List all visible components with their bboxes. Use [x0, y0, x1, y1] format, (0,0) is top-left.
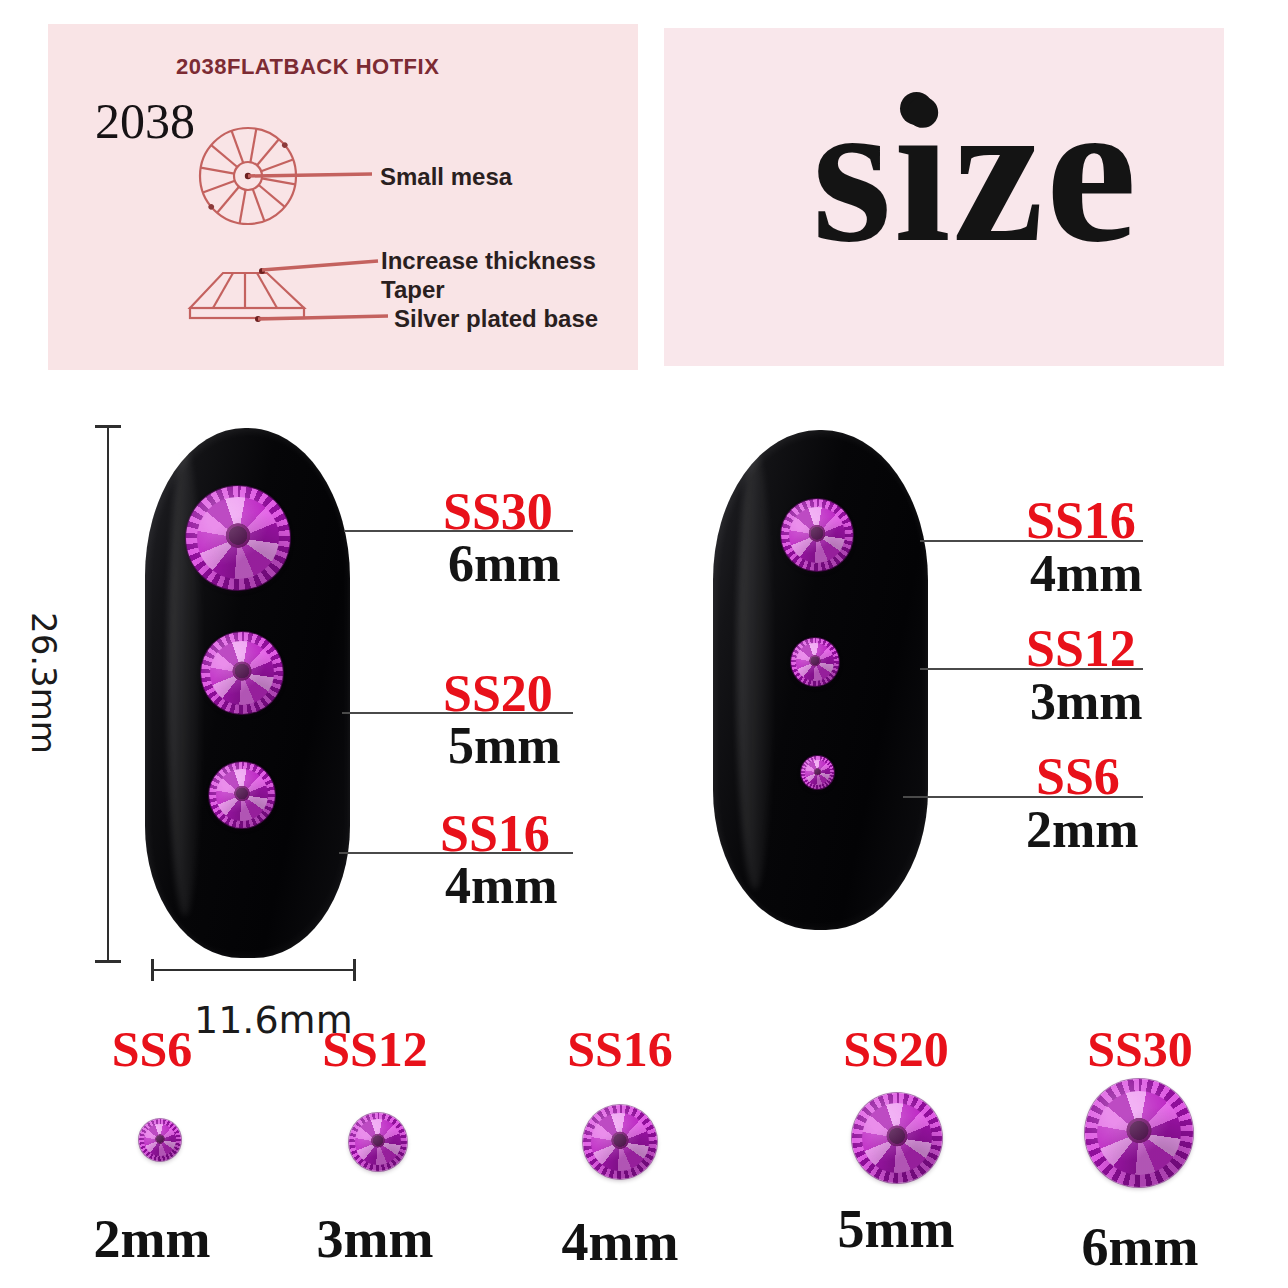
chart-stone-ss20	[852, 1093, 942, 1183]
callout-silver-base: Silver plated base	[394, 305, 598, 333]
nail-length-value: 26.3mm	[24, 612, 64, 754]
infographic-canvas: 2038FLATBACK HOTFIX 2038	[0, 0, 1288, 1288]
mesa-leader-line	[248, 174, 372, 176]
callout-size: 3mm	[1030, 676, 1143, 728]
size-panel: size	[664, 28, 1224, 366]
size-heading: size	[812, 68, 1139, 273]
chart-size-4mm: 4mm	[520, 1215, 720, 1269]
thickness-leader-line	[262, 261, 378, 270]
nail-left	[145, 428, 350, 958]
callout-size: 5mm	[448, 720, 561, 772]
callout-size: 4mm	[445, 860, 558, 912]
chart-size-5mm: 5mm	[796, 1202, 996, 1256]
rhinestone-ss6	[801, 756, 834, 789]
callout-rule	[342, 712, 573, 714]
callout-size: 6mm	[448, 538, 561, 590]
callout-size: 4mm	[1030, 548, 1143, 600]
length-measure-cap-bottom	[95, 960, 121, 963]
callout-rule	[903, 796, 1143, 798]
spec-panel: 2038FLATBACK HOTFIX 2038	[48, 24, 638, 370]
chart-code-ss6: SS6	[52, 1024, 252, 1074]
rhinestone-ss12	[791, 638, 839, 686]
callout-taper: Taper	[381, 276, 445, 304]
width-measure-cap-left	[151, 959, 154, 981]
width-measure-cap-right	[353, 959, 356, 981]
chart-size-2mm: 2mm	[52, 1212, 252, 1266]
callout-rule	[920, 540, 1143, 542]
rhinestone-ss16	[209, 762, 275, 828]
chart-size-3mm: 3mm	[275, 1212, 475, 1266]
width-measure-line	[152, 969, 355, 971]
chart-stone-ss6	[139, 1119, 181, 1161]
length-measure-cap-top	[95, 425, 121, 428]
length-measure-line	[107, 426, 109, 962]
base-leader-line	[258, 316, 388, 319]
callout-rule	[339, 852, 573, 854]
callout-increase-thickness: Increase thickness	[381, 247, 596, 275]
chart-code-ss20: SS20	[796, 1024, 996, 1074]
callout-rule	[344, 530, 573, 532]
chart-stone-ss16	[583, 1105, 657, 1179]
chart-stone-ss12	[349, 1113, 407, 1171]
chart-code-ss12: SS12	[275, 1024, 475, 1074]
rhinestone-ss16	[781, 499, 853, 571]
callout-rule	[920, 668, 1143, 670]
callout-size: 2mm	[1026, 804, 1139, 856]
nail-right	[713, 430, 928, 930]
callout-small-mesa: Small mesa	[380, 163, 512, 191]
chart-size-6mm: 6mm	[1040, 1220, 1240, 1274]
side-view-taper-diagram	[190, 273, 304, 318]
rhinestone-ss30	[186, 486, 290, 590]
rhinestone-ss20	[201, 632, 283, 714]
chart-stone-ss30	[1085, 1079, 1193, 1187]
chart-code-ss16: SS16	[520, 1024, 720, 1074]
chart-code-ss30: SS30	[1040, 1024, 1240, 1074]
